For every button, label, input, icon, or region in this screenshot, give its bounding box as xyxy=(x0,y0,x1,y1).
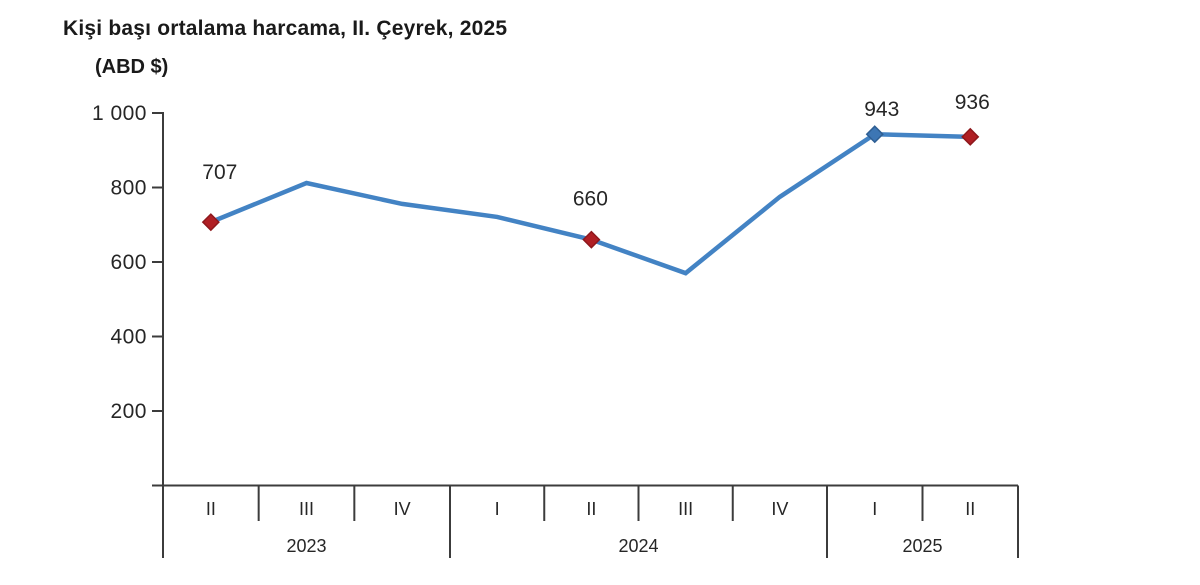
data-label: 660 xyxy=(573,188,608,211)
data-marker-red xyxy=(582,230,601,249)
year-label: 2024 xyxy=(618,536,658,556)
y-tick-label: 400 xyxy=(110,326,147,349)
data-marker-blue xyxy=(865,125,884,144)
quarter-label: III xyxy=(299,499,314,519)
y-tick-label: 800 xyxy=(110,177,147,200)
data-marker-red xyxy=(961,127,980,146)
quarter-label: II xyxy=(965,499,975,519)
y-tick-label: 1 000 xyxy=(92,102,147,125)
data-label: 707 xyxy=(202,161,237,184)
chart-unit-label: (ABD $) xyxy=(95,56,169,78)
quarter-label: I xyxy=(495,499,500,519)
quarter-label: II xyxy=(206,499,216,519)
y-tick-label: 600 xyxy=(110,251,147,274)
quarter-label: I xyxy=(872,499,877,519)
year-label: 2025 xyxy=(902,536,942,556)
quarter-label: III xyxy=(678,499,693,519)
chart-title: Kişi başı ortalama harcama, II. Çeyrek, … xyxy=(63,17,508,40)
y-tick-label: 200 xyxy=(110,400,147,423)
data-marker-red xyxy=(201,213,220,232)
data-label: 936 xyxy=(955,91,990,114)
quarter-label: II xyxy=(586,499,596,519)
data-label: 943 xyxy=(864,98,899,121)
quarter-label: IV xyxy=(394,499,411,519)
quarter-label: IV xyxy=(771,499,788,519)
year-label: 2023 xyxy=(286,536,326,556)
